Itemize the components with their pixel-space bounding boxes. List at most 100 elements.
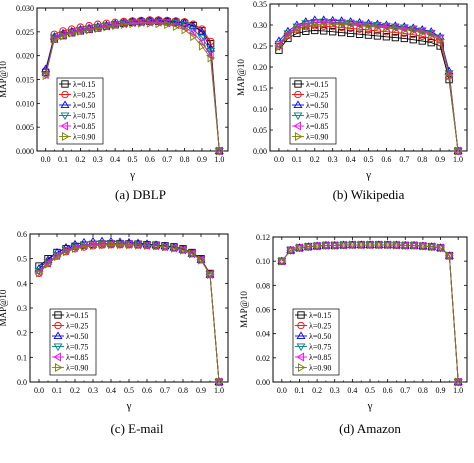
x-tick-label: 0.3: [93, 155, 103, 164]
x-tick-label: 0.4: [106, 386, 116, 395]
legend-marker: [61, 132, 70, 141]
data-point: [189, 20, 197, 28]
x-tick-label: 1.0: [214, 155, 224, 164]
data-point: [53, 252, 62, 262]
legend: λ=0.15 λ=0.25λ=0.50 λ=0.75λ=0.85 λ=0.90: [292, 308, 340, 376]
x-tick-label: 0.4: [346, 155, 356, 164]
y-axis-label: MAP@10: [239, 291, 249, 328]
x-tick-label: 0.5: [364, 155, 374, 164]
y-tick-label: 0.030: [16, 4, 34, 13]
data-point: [428, 30, 436, 40]
data-point: [311, 20, 320, 30]
x-tick-label: 0.9: [435, 155, 445, 164]
series-λ=0.90: [275, 19, 463, 156]
chart-panel-1: 0.0 0.1 0.2 0.3 0.4 0.5 0.6 0.7 0.8 0.9 1.0 0.000 0.…: [0, 4, 229, 202]
data-point: [274, 40, 282, 50]
x-tick-label: 0.7: [160, 386, 170, 395]
data-point: [320, 19, 329, 29]
legend-label: λ=0.85: [66, 353, 88, 362]
data-point: [190, 32, 198, 42]
data-point: [435, 33, 444, 43]
legend-label: λ=0.75: [66, 343, 88, 352]
data-point: [134, 240, 143, 250]
data-point: [181, 25, 190, 35]
legend-label: λ=0.25: [309, 322, 331, 331]
data-point: [365, 22, 374, 32]
legend-marker: [293, 100, 303, 109]
data-point: [384, 240, 393, 250]
x-tick-label: 0.4: [347, 386, 357, 395]
data-point: [77, 26, 85, 36]
data-point: [162, 18, 171, 28]
data-point: [98, 240, 107, 250]
y-tick-label: 0.25: [253, 42, 267, 51]
legend-marker: [54, 321, 62, 330]
legend-label: λ=0.90: [73, 133, 95, 142]
data-point: [277, 256, 285, 266]
x-tick-label: 0.0: [274, 155, 284, 164]
legend-marker: [61, 80, 69, 88]
legend-label: λ=0.75: [73, 112, 95, 121]
data-point: [188, 28, 197, 38]
y-tick-label: 0.00: [253, 147, 267, 156]
data-point: [392, 24, 400, 34]
data-point: [153, 17, 162, 27]
x-tick-label: 0.8: [417, 155, 427, 164]
legend-label: λ=0.50: [309, 332, 331, 341]
legend-marker: [296, 352, 305, 362]
y-tick-label: 0.1: [17, 353, 27, 362]
data-point: [275, 42, 284, 52]
data-point: [112, 21, 120, 31]
legend-marker: [53, 343, 63, 352]
data-point: [215, 377, 224, 387]
legend-box: [289, 77, 337, 145]
data-point: [205, 271, 215, 279]
x-tick-label: 0.5: [365, 386, 375, 395]
data-point: [120, 20, 129, 30]
data-point: [71, 244, 80, 254]
data-point: [197, 27, 207, 35]
legend-marker: [60, 112, 70, 121]
data-point: [197, 255, 206, 265]
data-point: [437, 35, 445, 45]
data-point: [94, 24, 103, 33]
y-axis-label: MAP@10: [0, 289, 8, 326]
data-point: [399, 23, 408, 33]
data-point: [374, 22, 383, 32]
y-tick-label: 0.000: [16, 147, 34, 156]
data-point: [206, 47, 216, 56]
x-tick-label: 0.3: [330, 386, 340, 395]
data-point: [320, 27, 328, 35]
data-point: [196, 256, 206, 265]
x-axis-label: γ: [367, 400, 373, 412]
y-tick-label: 0.10: [256, 257, 270, 266]
data-point: [391, 33, 400, 42]
legend-label: λ=0.85: [309, 353, 331, 362]
data-point: [364, 31, 373, 39]
x-tick-label: 0.6: [381, 155, 391, 164]
data-point: [216, 146, 224, 156]
x-tick-label: 0.3: [328, 155, 338, 164]
legend-label: λ=0.25: [73, 91, 95, 100]
legend-label: λ=0.25: [306, 91, 328, 100]
data-point: [331, 240, 340, 250]
legend-label: λ=0.25: [66, 322, 88, 331]
x-tick-label: 0.7: [399, 155, 409, 164]
data-point: [427, 38, 435, 47]
x-tick-label: 0.2: [70, 386, 80, 395]
data-point: [426, 29, 435, 39]
y-tick-label: 0.6: [17, 230, 27, 239]
legend: λ=0.15 λ=0.25λ=0.50 λ=0.75λ=0.85 λ=0.90: [289, 77, 337, 145]
data-point: [329, 23, 337, 31]
x-tick-label: 0.0: [41, 155, 51, 164]
y-tick-label: 0.35: [253, 0, 267, 9]
data-point: [382, 33, 391, 41]
data-point: [138, 18, 146, 28]
data-point: [402, 240, 410, 250]
data-point: [42, 71, 51, 81]
data-point: [44, 259, 53, 269]
data-point: [197, 34, 207, 43]
data-point: [314, 241, 322, 251]
y-tick-label: 0.2: [17, 329, 27, 338]
data-point: [35, 268, 44, 278]
